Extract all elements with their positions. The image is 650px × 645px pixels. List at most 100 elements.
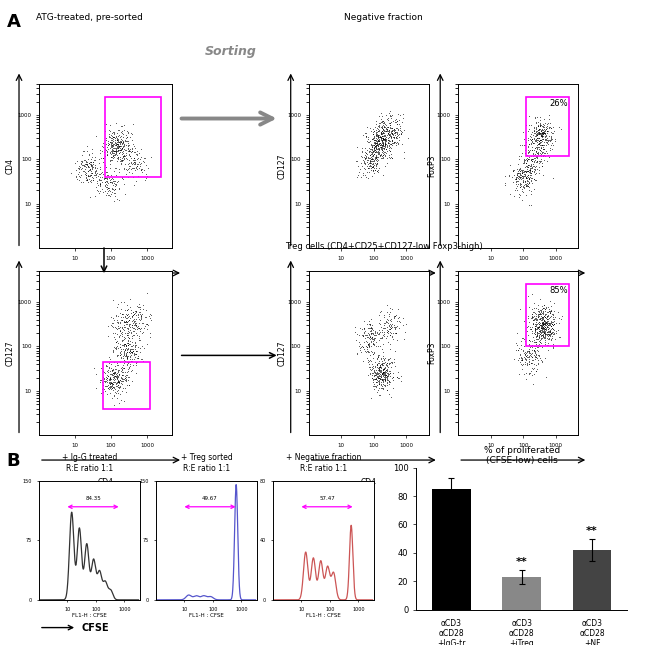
Point	[374, 112, 385, 122]
Point	[108, 134, 118, 144]
Point	[528, 363, 539, 373]
Point	[136, 164, 146, 175]
Point	[127, 312, 137, 322]
Point	[534, 317, 544, 327]
Point	[376, 359, 387, 370]
Point	[541, 126, 552, 136]
Point	[523, 135, 533, 146]
Point	[518, 181, 528, 192]
Point	[391, 123, 401, 133]
Point	[540, 329, 551, 339]
Point	[121, 317, 131, 327]
Point	[86, 148, 97, 158]
Point	[358, 330, 368, 340]
Point	[382, 146, 393, 156]
Point	[375, 373, 385, 384]
Point	[376, 375, 387, 385]
Point	[105, 373, 116, 384]
Point	[107, 135, 117, 145]
Point	[382, 361, 393, 371]
Point	[103, 384, 114, 394]
Point	[82, 175, 92, 185]
Point	[124, 330, 134, 340]
Point	[536, 323, 547, 333]
Point	[523, 166, 534, 176]
Point	[124, 140, 134, 150]
Point	[116, 127, 127, 137]
Point	[539, 314, 549, 324]
Point	[391, 129, 402, 139]
Point	[538, 317, 548, 327]
Point	[387, 358, 398, 368]
Point	[379, 353, 389, 364]
Point	[119, 363, 129, 373]
Point	[554, 332, 564, 342]
Point	[370, 157, 380, 168]
Point	[112, 145, 123, 155]
Point	[129, 179, 140, 190]
Point	[542, 330, 552, 341]
Point	[133, 353, 144, 363]
Point	[533, 334, 543, 344]
Point	[538, 312, 548, 322]
Point	[525, 155, 536, 165]
Point	[386, 128, 396, 138]
Point	[133, 318, 144, 328]
Point	[111, 381, 121, 392]
Point	[114, 184, 124, 194]
Point	[551, 326, 562, 336]
Point	[118, 374, 128, 384]
Point	[122, 310, 133, 320]
Point	[366, 322, 376, 333]
Point	[371, 368, 382, 379]
Point	[509, 191, 519, 201]
Point	[112, 370, 123, 380]
Point	[105, 175, 115, 185]
Point	[376, 368, 386, 378]
Point	[131, 148, 141, 159]
Point	[545, 305, 556, 315]
Text: + Ig-G treated
R:E ratio 1:1: + Ig-G treated R:E ratio 1:1	[62, 453, 118, 473]
Point	[365, 140, 376, 150]
Point	[376, 359, 387, 369]
Point	[541, 146, 551, 157]
Point	[528, 130, 538, 141]
Point	[369, 143, 379, 154]
Point	[534, 133, 545, 143]
Point	[369, 165, 379, 175]
Point	[530, 127, 541, 137]
Point	[76, 177, 86, 187]
Point	[84, 171, 94, 181]
Point	[360, 326, 370, 337]
Point	[512, 344, 523, 355]
Point	[529, 138, 539, 148]
Text: +iTreg: +iTreg	[509, 639, 534, 645]
Point	[530, 349, 541, 359]
Point	[376, 117, 387, 127]
Point	[118, 359, 128, 370]
Point	[374, 121, 384, 132]
Point	[521, 178, 532, 188]
Point	[142, 319, 153, 329]
Point	[517, 174, 528, 184]
Point	[517, 172, 528, 183]
Point	[539, 315, 549, 326]
Point	[96, 175, 106, 186]
Point	[373, 130, 384, 141]
Point	[384, 376, 394, 386]
Point	[110, 371, 120, 381]
Point	[369, 137, 380, 148]
Point	[88, 170, 99, 181]
Point	[368, 150, 378, 161]
Point	[381, 370, 391, 380]
Point	[111, 140, 122, 150]
Point	[107, 148, 117, 158]
Point	[116, 373, 126, 383]
Point	[370, 373, 380, 384]
Point	[540, 319, 551, 329]
Point	[537, 146, 547, 157]
Point	[389, 137, 400, 147]
Point	[543, 320, 553, 330]
Point	[115, 325, 125, 335]
Point	[359, 163, 370, 173]
